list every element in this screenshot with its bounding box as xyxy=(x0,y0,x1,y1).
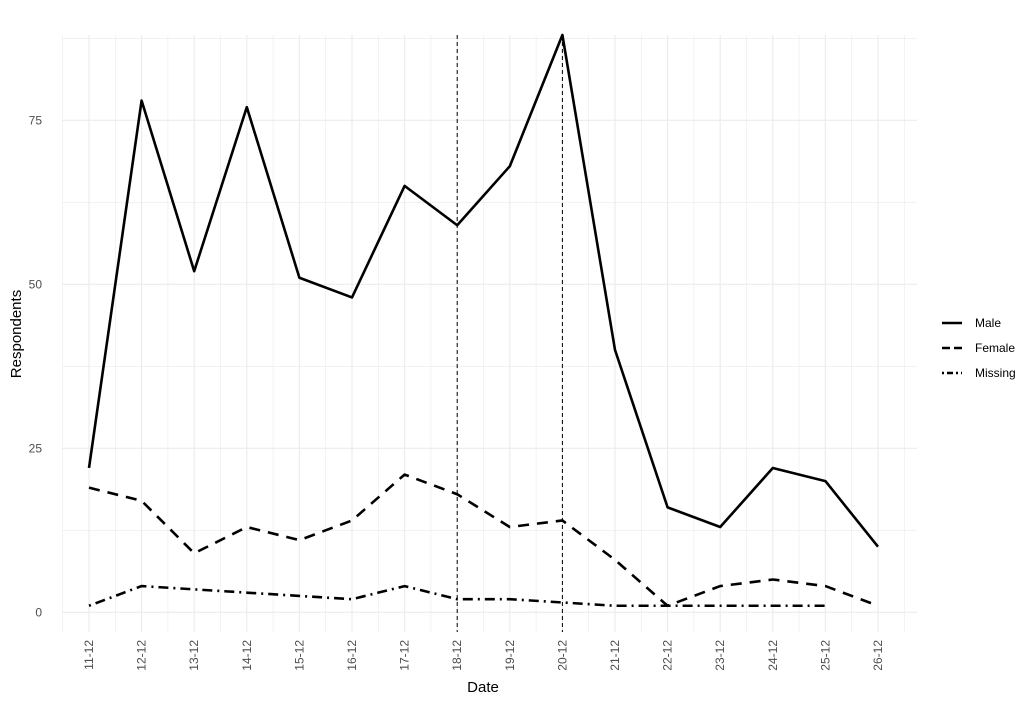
x-tick-label: 12-12 xyxy=(135,640,149,671)
reference-lines xyxy=(456,35,563,632)
x-tick-label: 14-12 xyxy=(240,640,254,671)
x-tick-label: 21-12 xyxy=(608,640,622,671)
x-axis-title: Date xyxy=(467,679,499,696)
x-tick-label: 17-12 xyxy=(398,640,412,671)
x-tick-label: 23-12 xyxy=(713,640,727,671)
x-tick-label: 13-12 xyxy=(187,640,201,671)
x-tick-label: 15-12 xyxy=(292,640,306,671)
x-tick-label: 16-12 xyxy=(345,640,359,671)
x-tick-label: 25-12 xyxy=(818,640,832,671)
y-tick-label: 75 xyxy=(29,113,43,127)
legend-label: Female xyxy=(975,341,1015,355)
x-tick-label: 20-12 xyxy=(555,640,569,671)
x-tick-label: 18-12 xyxy=(450,640,464,671)
legend-item-missing: Missing xyxy=(942,366,1016,380)
series-line-male xyxy=(87,33,880,548)
x-tick-label: 19-12 xyxy=(503,640,517,671)
y-axis-ticks: 0 25 50 75 xyxy=(29,113,43,619)
x-tick-label: 24-12 xyxy=(766,640,780,671)
x-tick-label: 11-12 xyxy=(82,640,96,670)
series-line-missing xyxy=(88,584,826,608)
x-tick-label: 26-12 xyxy=(871,640,885,671)
series-line-female xyxy=(88,473,879,608)
series-lines xyxy=(87,33,880,608)
x-tick-label: 22-12 xyxy=(661,640,675,671)
x-axis-ticks: 11-12 12-12 13-12 14-12 15-12 16-12 17-12 18-12… xyxy=(82,640,885,671)
grid xyxy=(62,35,917,632)
y-tick-label: 25 xyxy=(29,441,43,455)
legend-label: Male xyxy=(975,316,1001,330)
legend-label: Missing xyxy=(975,366,1016,380)
y-axis-title: Respondents xyxy=(8,290,25,378)
y-tick-label: 0 xyxy=(35,605,42,619)
legend-item-female: Female xyxy=(942,341,1015,355)
y-tick-label: 50 xyxy=(29,277,43,291)
legend: Male Female Missing xyxy=(942,316,1016,380)
legend-item-male: Male xyxy=(942,316,1001,330)
